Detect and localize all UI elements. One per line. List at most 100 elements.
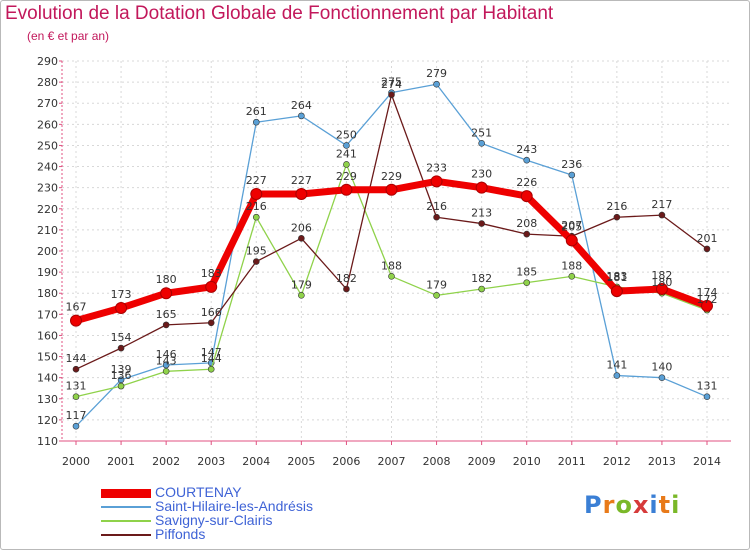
data-point-courtenay: [475, 181, 488, 194]
legend-swatch-courtenay: [101, 489, 151, 498]
x-tick-label: 2007: [378, 455, 406, 468]
logo-letter: i: [671, 491, 681, 519]
x-tick-label: 2012: [603, 455, 631, 468]
data-label-savigny-sur-clairis: 131: [66, 380, 87, 393]
y-tick-label: 180: [37, 287, 58, 300]
data-point-saint-hilaire-les-andr-sis: [252, 118, 260, 126]
logo-letter: o: [615, 491, 633, 519]
y-tick-label: 150: [37, 351, 58, 364]
data-point-savigny-sur-clairis: [298, 292, 305, 299]
data-label-saint-hilaire-les-andr-sis: 250: [336, 128, 357, 141]
data-point-savigny-sur-clairis: [117, 382, 125, 390]
data-label-courtenay: 229: [381, 170, 402, 183]
legend-label-piffonds: Piffonds: [155, 526, 206, 542]
x-tick-label: 2000: [62, 455, 90, 468]
data-label-saint-hilaire-les-andr-sis: 264: [291, 99, 312, 112]
data-point-savigny-sur-clairis: [478, 285, 485, 293]
legend-item-courtenay[interactable]: COURTENAY: [101, 484, 401, 500]
data-point-savigny-sur-clairis: [523, 279, 531, 286]
data-label-piffonds: 182: [336, 272, 357, 285]
data-label-saint-hilaire-les-andr-sis: 261: [246, 105, 267, 118]
y-tick-label: 240: [37, 161, 58, 174]
data-label-courtenay: 233: [426, 161, 447, 174]
data-label-savigny-sur-clairis: 179: [291, 278, 312, 291]
logo-letter: x: [632, 491, 650, 519]
x-tick-label: 2001: [107, 455, 135, 468]
data-label-savigny-sur-clairis: 143: [156, 354, 177, 367]
logo-letter: i: [649, 491, 659, 519]
logo-letter: r: [602, 491, 616, 519]
data-point-piffonds: [207, 319, 215, 327]
data-label-piffonds: 154: [111, 331, 132, 344]
legend-label-saint-hilaire: Saint-Hilaire-les-Andrésis: [155, 498, 313, 514]
y-tick-label: 210: [37, 224, 58, 237]
data-point-savigny-sur-clairis: [568, 273, 576, 280]
data-label-saint-hilaire-les-andr-sis: 140: [651, 361, 672, 374]
data-point-savigny-sur-clairis: [252, 213, 260, 221]
data-point-courtenay: [520, 190, 533, 203]
x-tick-label: 2008: [423, 455, 451, 468]
data-point-piffonds: [388, 91, 395, 99]
data-label-piffonds: 216: [426, 200, 447, 213]
data-point-saint-hilaire-les-andr-sis: [298, 112, 305, 120]
data-point-courtenay: [295, 188, 308, 200]
data-label-saint-hilaire-les-andr-sis: 131: [697, 380, 718, 393]
y-tick-label: 130: [37, 393, 58, 406]
data-point-piffonds: [72, 365, 80, 373]
x-tick-label: 2004: [242, 455, 270, 468]
data-label-savigny-sur-clairis: 188: [381, 259, 402, 272]
logo-letter: t: [658, 491, 672, 519]
data-label-piffonds: 217: [651, 198, 672, 211]
data-label-courtenay: 173: [111, 288, 132, 301]
y-tick-label: 270: [37, 97, 58, 110]
data-point-saint-hilaire-les-andr-sis: [117, 376, 125, 384]
legend-item-piffonds[interactable]: Piffonds: [101, 526, 401, 542]
data-label-piffonds: 207: [561, 219, 582, 232]
data-point-savigny-sur-clairis: [162, 368, 170, 375]
data-label-savigny-sur-clairis: 179: [426, 278, 447, 291]
data-point-piffonds: [117, 344, 125, 352]
x-tick-label: 2003: [197, 455, 225, 468]
y-tick-label: 200: [37, 245, 58, 258]
data-label-courtenay: 227: [291, 174, 312, 187]
data-label-courtenay: 229: [336, 170, 357, 183]
data-point-saint-hilaire-les-andr-sis: [568, 171, 576, 179]
data-label-saint-hilaire-les-andr-sis: 117: [66, 409, 87, 422]
data-label-saint-hilaire-les-andr-sis: 146: [156, 348, 177, 361]
data-point-courtenay: [430, 175, 443, 188]
y-tick-label: 280: [37, 76, 58, 89]
data-point-saint-hilaire-les-andr-sis: [343, 142, 350, 149]
legend: COURTENAY Saint-Hilaire-les-Andrésis Sav…: [101, 484, 401, 542]
data-point-courtenay: [655, 283, 668, 295]
data-point-saint-hilaire-les-andr-sis: [433, 80, 440, 88]
data-label-savigny-sur-clairis: 188: [561, 259, 582, 272]
data-label-savigny-sur-clairis: 136: [111, 369, 132, 382]
data-point-courtenay: [565, 234, 578, 247]
y-tick-label: 190: [37, 266, 58, 279]
data-point-courtenay: [160, 287, 173, 300]
y-tick-label: 160: [37, 329, 58, 342]
data-point-savigny-sur-clairis: [343, 161, 350, 168]
legend-item-saint-hilaire[interactable]: Saint-Hilaire-les-Andrésis: [101, 498, 401, 514]
data-label-saint-hilaire-les-andr-sis: 236: [561, 158, 582, 171]
data-label-savigny-sur-clairis: 144: [201, 352, 222, 365]
data-point-saint-hilaire-les-andr-sis: [703, 393, 711, 400]
x-tick-label: 2002: [152, 455, 180, 468]
data-label-piffonds: 195: [246, 245, 267, 258]
legend-label-courtenay: COURTENAY: [155, 484, 242, 500]
x-tick-label: 2006: [332, 455, 360, 468]
data-label-courtenay: 174: [697, 286, 718, 299]
data-point-savigny-sur-clairis: [433, 292, 440, 299]
chart-title: Evolution de la Dotation Globale de Fonc…: [5, 3, 554, 24]
data-label-savigny-sur-clairis: 216: [246, 200, 267, 213]
data-label-courtenay: 181: [606, 271, 627, 284]
data-point-savigny-sur-clairis: [72, 393, 80, 400]
data-label-piffonds: 166: [201, 306, 222, 319]
data-point-piffonds: [433, 213, 440, 221]
data-label-piffonds: 165: [156, 308, 177, 321]
x-tick-label: 2011: [558, 455, 586, 468]
legend-item-savigny[interactable]: Savigny-sur-Clairis: [101, 512, 401, 528]
data-point-courtenay: [701, 299, 713, 312]
data-label-courtenay: 226: [516, 176, 537, 189]
